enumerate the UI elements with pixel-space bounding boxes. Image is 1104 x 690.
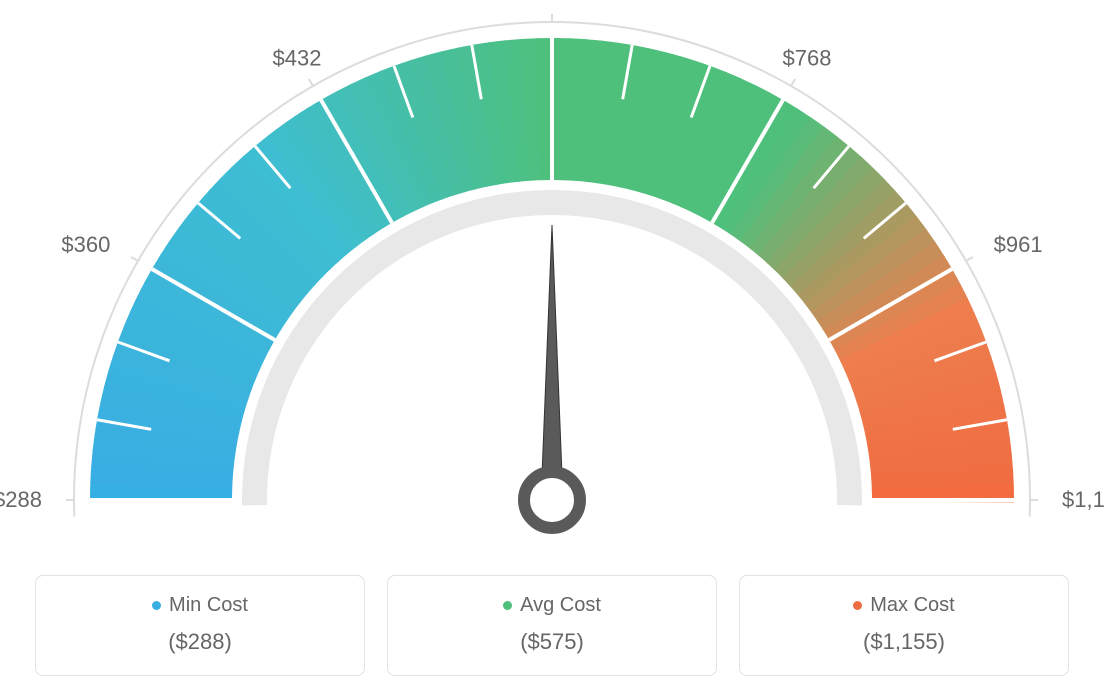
legend-card-max: Max Cost ($1,155) bbox=[739, 575, 1069, 676]
legend-card-min: Min Cost ($288) bbox=[35, 575, 365, 676]
legend-min-title: Min Cost bbox=[46, 594, 354, 617]
svg-text:$432: $432 bbox=[273, 45, 322, 70]
svg-text:$360: $360 bbox=[61, 232, 110, 257]
svg-text:$575: $575 bbox=[528, 0, 577, 2]
dot-icon bbox=[853, 601, 862, 610]
legend-avg-title: Avg Cost bbox=[398, 594, 706, 617]
gauge-chart: $288 $360 $432 $575 $768 $961 $1,155 bbox=[0, 0, 1104, 560]
svg-text:$961: $961 bbox=[994, 232, 1043, 257]
legend-max-title: Max Cost bbox=[750, 594, 1058, 617]
svg-text:$288: $288 bbox=[0, 487, 42, 512]
legend-avg-label: Avg Cost bbox=[520, 594, 601, 616]
legend-min-label: Min Cost bbox=[169, 594, 248, 616]
dot-icon bbox=[503, 601, 512, 610]
legend-min-value: ($288) bbox=[46, 629, 354, 655]
legend-row: Min Cost ($288) Avg Cost ($575) Max Cost… bbox=[0, 575, 1104, 676]
legend-max-label: Max Cost bbox=[870, 594, 954, 616]
legend-avg-value: ($575) bbox=[398, 629, 706, 655]
legend-max-value: ($1,155) bbox=[750, 629, 1058, 655]
legend-card-avg: Avg Cost ($575) bbox=[387, 575, 717, 676]
cost-gauge-widget: $288 $360 $432 $575 $768 $961 $1,155 Min Cost … bbox=[0, 0, 1104, 690]
gauge-svg: $288 $360 $432 $575 $768 $961 $1,155 bbox=[0, 0, 1104, 560]
svg-text:$1,155: $1,155 bbox=[1062, 487, 1104, 512]
svg-text:$768: $768 bbox=[783, 45, 832, 70]
dot-icon bbox=[152, 601, 161, 610]
